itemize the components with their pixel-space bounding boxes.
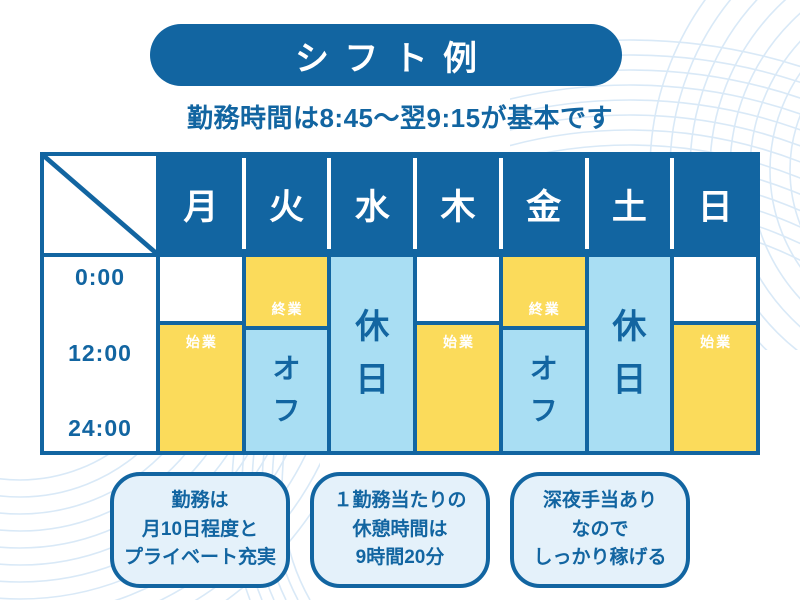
work-block: 始業: [417, 325, 499, 451]
day-column-thu: 始業: [417, 257, 499, 451]
note-line: １勤務当たりの: [333, 490, 467, 512]
work-block: 始業: [674, 325, 756, 451]
notes-row: 勤務は 月10日程度と プライベート充実 １勤務当たりの 休憩時間は 9時間20…: [0, 472, 800, 588]
holiday-block: 休日: [588, 257, 671, 451]
note-line: プライベート充実: [123, 547, 276, 569]
day-header-fri: 金: [498, 156, 585, 253]
shift-start-label: 始業: [700, 334, 733, 351]
day-column-mon: 始業: [160, 257, 242, 451]
holiday-label: 休日: [355, 308, 390, 399]
blank-block: [160, 257, 242, 322]
shift-table: 月 火 水 木 金 土 日 0:00 12:00 24:00 始業 終業 オフ …: [40, 152, 760, 455]
diagonal-line-icon: [44, 156, 156, 253]
off-block: オフ: [245, 329, 328, 451]
shift-end-label: 終業: [271, 300, 304, 317]
off-label: オフ: [529, 353, 558, 427]
day-column-tue: 終業 オフ: [245, 257, 328, 451]
off-label: オフ: [272, 353, 301, 427]
day-column-sat: 休日: [588, 257, 671, 451]
corner-cell: [44, 156, 156, 253]
note-line: なので: [571, 518, 629, 540]
time-label-0: 0:00: [74, 264, 126, 290]
note-card-night-allowance: 深夜手当あり なので しっかり稼げる: [510, 472, 690, 588]
subtitle: 勤務時間は8:45〜翌9:15が基本です: [186, 103, 614, 133]
time-axis: 0:00 12:00 24:00: [44, 257, 156, 451]
note-line: 勤務は: [171, 490, 229, 512]
day-header-tue: 火: [241, 156, 328, 253]
work-block: 始業: [160, 325, 242, 451]
shift-start-label: 始業: [185, 334, 218, 351]
day-header-thu: 木: [413, 156, 499, 253]
work-block: 終業: [245, 257, 328, 326]
note-card-workdays: 勤務は 月10日程度と プライベート充実: [110, 472, 290, 588]
title-pill: シフト例: [150, 24, 622, 86]
note-line: 休憩時間は: [352, 518, 448, 540]
day-header-wed: 水: [327, 156, 414, 253]
note-line: 9時間20分: [355, 547, 445, 569]
day-column-fri: 終業 オフ: [502, 257, 585, 451]
shift-end-label: 終業: [528, 300, 561, 317]
holiday-block: 休日: [331, 257, 414, 451]
note-card-break-time: １勤務当たりの 休憩時間は 9時間20分: [310, 472, 490, 588]
shift-start-label: 始業: [442, 334, 475, 351]
note-line: 月10日程度と: [141, 518, 259, 540]
day-header-sat: 土: [584, 156, 671, 253]
day-column-wed: 休日: [331, 257, 414, 451]
holiday-label: 休日: [612, 308, 647, 399]
time-label-12: 12:00: [68, 339, 132, 366]
page-title: シフト例: [295, 39, 493, 78]
note-line: 深夜手当あり: [542, 490, 657, 512]
blank-block: [674, 257, 756, 322]
work-block: 終業: [502, 257, 585, 326]
day-column-sun: 始業: [674, 257, 756, 451]
blank-block: [417, 257, 499, 322]
time-label-24: 24:00: [68, 415, 132, 441]
note-line: しっかり稼げる: [533, 547, 667, 569]
day-header-mon: 月: [160, 156, 242, 253]
off-block: オフ: [502, 329, 585, 451]
day-header-sun: 日: [670, 156, 756, 253]
